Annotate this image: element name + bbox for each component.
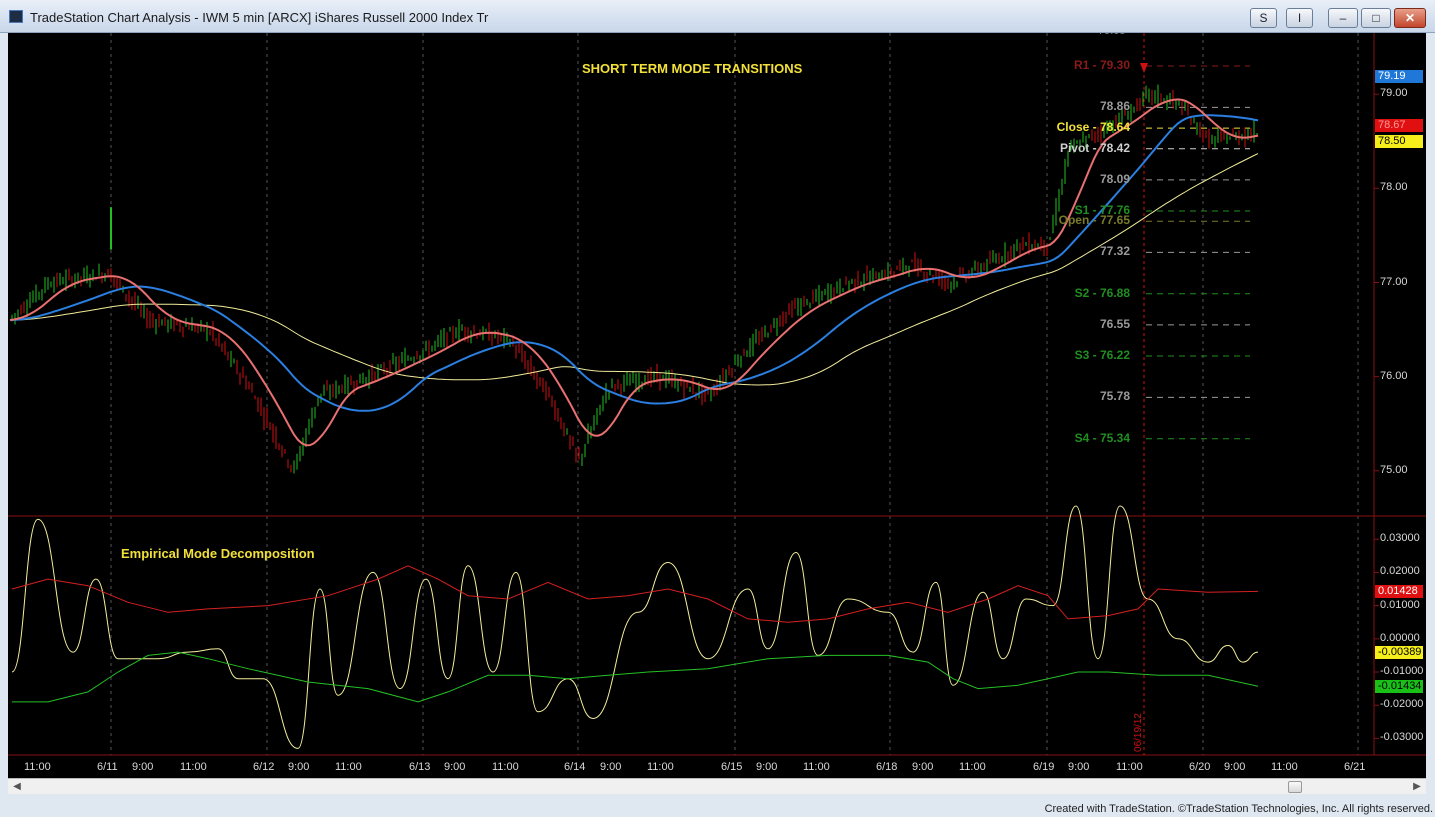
- time-axis-label: 9:00: [1224, 761, 1246, 773]
- indicator-axis-label: 0.00000: [1380, 631, 1420, 644]
- cursor-arrow-icon: [1140, 63, 1148, 73]
- time-axis-label: 11:00: [1271, 761, 1298, 773]
- time-axis-label: 9:00: [132, 761, 154, 773]
- s-dropdown-button[interactable]: S: [1250, 8, 1277, 28]
- pivot-label: Open - 77.65: [1058, 213, 1130, 228]
- price-axis-label: 79.00: [1380, 87, 1408, 100]
- time-axis-label: 9:00: [444, 761, 466, 773]
- indicator-axis-label: -0.01000: [1380, 665, 1424, 677]
- price-axis-label: 76.00: [1380, 369, 1408, 382]
- chart-canvas[interactable]: [8, 33, 1426, 778]
- pivot-label: 78.86: [1099, 99, 1130, 114]
- maximize-button[interactable]: □: [1361, 8, 1391, 28]
- pivot-label: 77.32: [1099, 244, 1130, 259]
- last-price-flag: 79.19: [1375, 70, 1423, 84]
- close-button[interactable]: ✕: [1394, 8, 1426, 28]
- indicator-value-flag: -0.01434: [1375, 680, 1423, 694]
- blue-moving-average-line: [9, 114, 1259, 412]
- indicator-value-flag: 0.01428: [1375, 585, 1423, 599]
- pivot-label: S1 - 77.76: [1074, 202, 1130, 217]
- top-partial-price-label: 79.65: [1098, 33, 1126, 37]
- i-dropdown-button[interactable]: I: [1286, 8, 1313, 28]
- emd-oscillator-line: [11, 505, 1259, 749]
- scroll-left-arrow-icon[interactable]: ◀: [13, 781, 21, 792]
- pivot-label: R1 - 79.30: [1073, 57, 1130, 72]
- time-axis-label: 11:00: [959, 761, 986, 773]
- time-axis-label: 6/20: [1189, 761, 1211, 773]
- time-axis-label: 6/18: [876, 761, 898, 773]
- time-axis-label: 6/13: [409, 761, 431, 773]
- time-axis-label: 11:00: [803, 761, 830, 773]
- indicator-axis-label: 0.03000: [1380, 532, 1420, 545]
- price-axis-label: 75.00: [1380, 463, 1408, 476]
- time-axis-label: 11:00: [180, 761, 207, 773]
- time-axis-label: 6/19: [1033, 761, 1055, 773]
- indicator-axis-label: -0.03000: [1380, 731, 1424, 744]
- pivot-label: 75.78: [1099, 389, 1130, 404]
- pivot-label: 76.55: [1099, 316, 1130, 331]
- time-axis-label: 6/11: [97, 761, 118, 773]
- indicator-title: Empirical Mode Decomposition: [121, 546, 315, 561]
- time-axis-label: 9:00: [1068, 761, 1090, 773]
- indicator-value-flag: -0.00389: [1375, 645, 1423, 659]
- pink-moving-average-line: [9, 98, 1259, 447]
- tradestation-app-icon: [9, 10, 23, 23]
- pivot-label: Pivot - 78.42: [1059, 140, 1130, 155]
- horizontal-scrollbar[interactable]: ◀ ▶: [8, 778, 1426, 794]
- time-axis-label: 11:00: [492, 761, 519, 773]
- pivot-label: Close - 78.64: [1056, 120, 1130, 135]
- last-price-flag: 78.67: [1375, 119, 1423, 133]
- copyright-notice: Created with TradeStation. ©TradeStation…: [1044, 803, 1433, 815]
- time-axis-label: 9:00: [912, 761, 934, 773]
- price-axis-label: 78.00: [1380, 181, 1408, 194]
- pivot-label: S3 - 76.22: [1074, 347, 1130, 362]
- indicator-axis-label: -0.02000: [1380, 698, 1424, 711]
- price-axis-label: 77.00: [1380, 275, 1408, 288]
- minimize-button[interactable]: –: [1328, 8, 1358, 28]
- scroll-right-arrow-icon[interactable]: ▶: [1413, 781, 1421, 792]
- time-axis-label: 9:00: [600, 761, 622, 773]
- time-axis-label: 6/21: [1344, 761, 1366, 773]
- time-axis-label: 11:00: [24, 761, 51, 773]
- chart-area[interactable]: SHORT TERM MODE TRANSITIONS Empirical Mo…: [8, 33, 1426, 778]
- indicator-axis-label: 0.01000: [1380, 598, 1420, 611]
- time-axis-label: 6/14: [564, 761, 586, 773]
- pivot-label: 78.09: [1099, 171, 1130, 186]
- cursor-date-label: 06/19/12: [1132, 713, 1144, 752]
- indicator-axis-label: 0.02000: [1380, 565, 1420, 578]
- time-axis-label: 6/12: [253, 761, 275, 773]
- yellow-moving-average-line: [9, 153, 1259, 386]
- time-axis-label: 11:00: [335, 761, 362, 773]
- time-axis-label: 11:00: [647, 761, 674, 773]
- window-title: TradeStation Chart Analysis - IWM 5 min …: [30, 10, 489, 25]
- time-axis-label: 11:00: [1116, 761, 1143, 773]
- emd-lower-envelope-line: [12, 651, 1259, 703]
- pivot-label: S4 - 75.34: [1074, 430, 1130, 445]
- title-bar[interactable]: TradeStation Chart Analysis - IWM 5 min …: [0, 0, 1435, 33]
- time-axis-label: 9:00: [288, 761, 310, 773]
- time-axis-label: 6/15: [721, 761, 743, 773]
- time-axis-label: 9:00: [756, 761, 778, 773]
- last-price-flag: 78.50: [1375, 135, 1423, 149]
- emd-upper-envelope-line: [11, 565, 1259, 623]
- scroll-thumb[interactable]: [1288, 781, 1302, 793]
- chart-title: SHORT TERM MODE TRANSITIONS: [582, 61, 803, 76]
- pivot-label: S2 - 76.88: [1074, 285, 1130, 300]
